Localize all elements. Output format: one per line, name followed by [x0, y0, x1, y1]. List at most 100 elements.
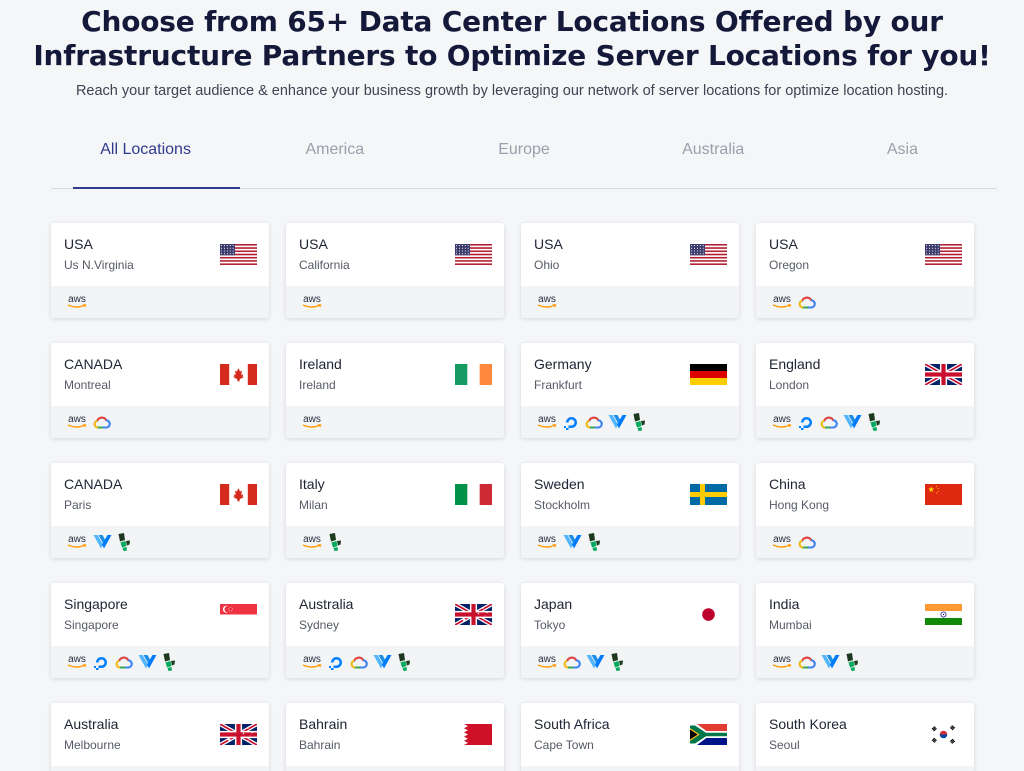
provider-list: aws [521, 406, 739, 438]
linode-icon [328, 532, 342, 552]
provider-list: aws [756, 526, 974, 558]
card-header: Singapore Singapore [51, 583, 269, 646]
google-cloud-icon [798, 292, 816, 312]
linode-icon [867, 412, 881, 432]
page-subtitle: Reach your target audience & enhance you… [75, 83, 949, 99]
location-card[interactable]: Germany Frankfurt aws [521, 343, 739, 438]
vultr-icon [373, 652, 392, 672]
location-card[interactable]: CANADA Montreal aws [51, 343, 269, 438]
aws-icon: aws [301, 412, 323, 432]
city-name: Oregon [769, 258, 810, 272]
gb-flag-icon [925, 364, 962, 385]
aws-label: aws [773, 294, 791, 305]
location-card[interactable]: USA California aws [286, 223, 504, 318]
za-flag-icon [690, 724, 727, 745]
country-name: Ireland [299, 356, 342, 372]
location-card[interactable]: South Korea Seoul [756, 703, 974, 771]
city-name: Singapore [64, 618, 119, 632]
us-flag-icon [925, 244, 962, 265]
vultr-icon [608, 412, 627, 432]
google-cloud-icon [350, 652, 368, 672]
provider-list: aws [286, 526, 504, 558]
location-card[interactable]: Singapore Singapore aws [51, 583, 269, 678]
title-line-2: Infrastructure Partners to Optimize Serv… [33, 39, 991, 72]
location-card[interactable]: Australia Melbourne [51, 703, 269, 771]
linode-icon [117, 532, 131, 552]
google-cloud-icon [93, 412, 111, 432]
provider-list: aws [286, 406, 504, 438]
aws-icon: aws [536, 652, 558, 672]
country-name: South Africa [534, 716, 610, 732]
us-flag-icon [220, 244, 257, 265]
aws-label: aws [538, 294, 556, 305]
aws-icon: aws [301, 292, 323, 312]
tab-asia[interactable]: Asia [808, 128, 997, 188]
provider-list [286, 766, 504, 771]
location-card[interactable]: CANADA Paris aws [51, 463, 269, 558]
google-cloud-icon [820, 412, 838, 432]
country-name: England [769, 356, 821, 372]
location-card[interactable]: USA Oregon aws [756, 223, 974, 318]
city-name: Frankfurt [534, 378, 583, 392]
location-grid: USA Us N.Virginia aws USA California aws USA Oh… [51, 223, 974, 771]
location-card[interactable]: Bahrain Bahrain [286, 703, 504, 771]
country-name: USA [299, 236, 328, 252]
aws-icon: aws [66, 292, 88, 312]
city-name: California [299, 258, 350, 272]
tab-australia[interactable]: Australia [619, 128, 808, 188]
location-card[interactable]: Australia Sydney aws [286, 583, 504, 678]
card-header: India Mumbai [756, 583, 974, 646]
au-flag-icon [220, 724, 257, 745]
location-card[interactable]: Japan Tokyo aws [521, 583, 739, 678]
in-flag-icon [925, 604, 962, 625]
tab-all-locations[interactable]: All Locations [51, 128, 241, 189]
linode-icon [397, 652, 411, 672]
de-flag-icon [690, 364, 727, 385]
card-header: South Africa Cape Town [521, 703, 739, 766]
country-name: China [769, 476, 806, 492]
vultr-icon [93, 532, 112, 552]
location-card[interactable]: Italy Milan aws [286, 463, 504, 558]
location-card[interactable]: Sweden Stockholm aws [521, 463, 739, 558]
country-name: Australia [64, 716, 119, 732]
au-flag-icon [455, 604, 492, 625]
us-flag-icon [455, 244, 492, 265]
ca-flag-icon [220, 484, 257, 505]
location-card[interactable]: USA Us N.Virginia aws [51, 223, 269, 318]
tab-europe[interactable]: Europe [429, 128, 618, 188]
location-card[interactable]: China Hong Kong aws [756, 463, 974, 558]
provider-list: aws [521, 286, 739, 318]
aws-icon: aws [536, 412, 558, 432]
tab-america[interactable]: America [240, 128, 429, 188]
provider-list [51, 766, 269, 771]
location-card[interactable]: India Mumbai aws [756, 583, 974, 678]
it-flag-icon [455, 484, 492, 505]
aws-icon: aws [536, 532, 558, 552]
vultr-icon [563, 532, 582, 552]
provider-list: aws [756, 646, 974, 678]
country-name: Australia [299, 596, 354, 612]
card-header: Australia Sydney [286, 583, 504, 646]
aws-icon: aws [66, 532, 88, 552]
aws-label: aws [68, 414, 86, 425]
location-card[interactable]: South Africa Cape Town [521, 703, 739, 771]
location-card[interactable]: England London aws [756, 343, 974, 438]
location-card[interactable]: Ireland Ireland aws [286, 343, 504, 438]
ca-flag-icon [220, 364, 257, 385]
sg-flag-icon [220, 604, 257, 625]
city-name: Seoul [769, 738, 800, 752]
provider-list: aws [521, 646, 739, 678]
google-cloud-icon [563, 652, 581, 672]
digitalocean-icon [798, 412, 815, 432]
provider-list: aws [756, 406, 974, 438]
card-header: Japan Tokyo [521, 583, 739, 646]
vultr-icon [138, 652, 157, 672]
city-name: Milan [299, 498, 328, 512]
city-name: Melbourne [64, 738, 121, 752]
city-name: Stockholm [534, 498, 591, 512]
country-name: Sweden [534, 476, 585, 492]
provider-list: aws [521, 526, 739, 558]
aws-icon: aws [771, 412, 793, 432]
location-card[interactable]: USA Ohio aws [521, 223, 739, 318]
provider-list [756, 766, 974, 771]
